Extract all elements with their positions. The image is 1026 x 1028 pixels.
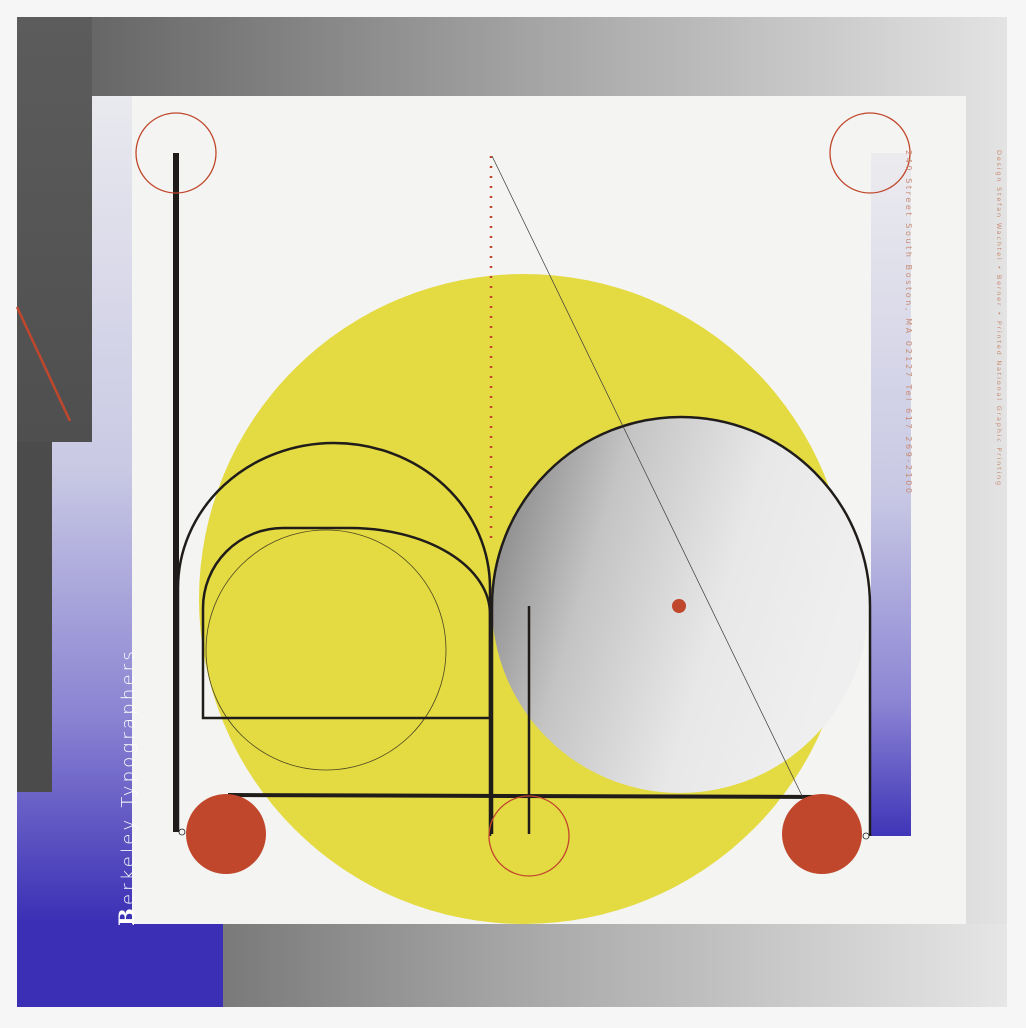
credit-line: Design Stefan Wachtel • Berner • Printed… [995, 150, 1003, 487]
red-dot-center [672, 599, 686, 613]
m-arch [490, 415, 872, 836]
terminal-ring-right [862, 832, 870, 840]
red-ring-top-left [135, 112, 217, 194]
brand-wordmark: Berkeley Typographers [114, 648, 139, 926]
red-ring-bottom-center [488, 795, 570, 877]
b-inner-bowl [201, 526, 492, 720]
left-dark-step [17, 442, 52, 792]
brand-initial: B [114, 905, 139, 926]
right-strip [871, 153, 911, 836]
thin-diagonal-line [491, 155, 822, 836]
brand-rest: erkeley Typographers [118, 648, 139, 906]
thin-circle [205, 529, 447, 771]
red-dot-right [782, 794, 862, 874]
red-diagonal-accent [15, 306, 72, 422]
red-ring-top-right [829, 112, 911, 194]
terminal-ring-left [178, 828, 186, 836]
b-outer-arch [176, 441, 492, 836]
address-line: 240 Street South Boston, MA 02127 Tel 61… [904, 150, 913, 496]
left-strip [17, 96, 132, 924]
red-dot-left [186, 794, 266, 874]
